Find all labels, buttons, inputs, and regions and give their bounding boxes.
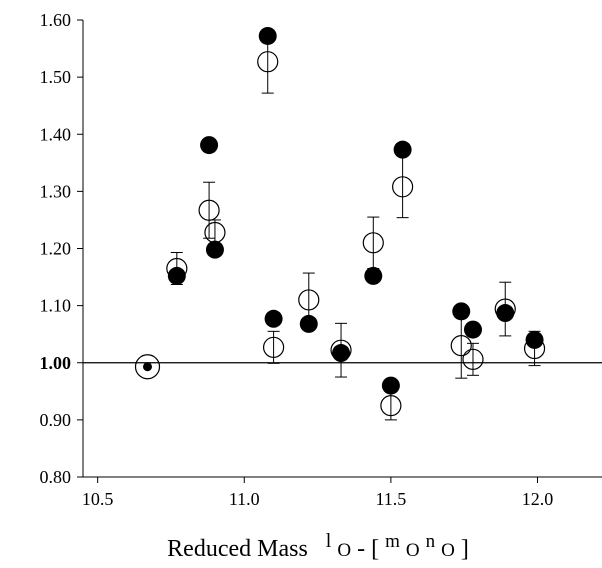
x-tick-label: 11.0: [229, 489, 260, 509]
filled-point: [525, 330, 544, 349]
open-point: [494, 298, 516, 320]
filled-point: [143, 362, 153, 372]
open-point: [462, 348, 484, 370]
filled-point: [264, 309, 283, 328]
xlabel-sub3: O: [441, 540, 455, 561]
axes: [82, 20, 602, 478]
filled-point: [452, 302, 471, 321]
y-tick-label: 1.10: [40, 296, 72, 316]
filled-point: [463, 320, 482, 339]
open-point: [330, 339, 352, 361]
open-point: [204, 221, 226, 244]
xlabel-sup1: l: [326, 530, 332, 552]
open-point: [198, 199, 220, 221]
y-tick-label: 1.20: [40, 239, 72, 259]
open-point: [362, 232, 384, 254]
open-point: [166, 257, 188, 280]
y-tick-label: 0.90: [40, 410, 72, 430]
xlabel-sub2: O: [406, 540, 420, 561]
y-tick-label: 0.80: [40, 467, 72, 487]
xlabel-sup2: m: [385, 531, 400, 552]
xlabel-sup3: n: [426, 531, 436, 552]
open-point: [392, 176, 414, 198]
xlabel-end: ]: [461, 536, 469, 562]
filled-point: [200, 136, 219, 155]
error-bars: [170, 29, 541, 421]
y-tick-label: 1.00: [40, 353, 72, 373]
xlabel-base: Reduced Mass: [167, 536, 308, 562]
open-series: [134, 51, 546, 417]
open-point: [262, 336, 285, 358]
x-tick-label: 12.0: [522, 489, 554, 509]
open-point: [450, 335, 472, 357]
x-tick-label: 10.5: [82, 489, 114, 509]
filled-point: [381, 376, 400, 395]
y-tick-label: 1.40: [40, 124, 72, 144]
y-ticks: 0.80 0.90 1.00 1.10 1.20 1.30 1.40 1.50 1.60: [40, 10, 83, 487]
filled-point: [167, 266, 186, 285]
filled-series: [143, 26, 544, 395]
open-point: [298, 289, 320, 311]
open-point: [257, 51, 279, 73]
y-tick-label: 1.50: [40, 67, 72, 87]
filled-point: [393, 140, 412, 159]
open-point: [134, 354, 161, 380]
x-tick-label: 11.5: [375, 489, 406, 509]
x-ticks: 10.5 11.0 11.5 12.0: [82, 477, 553, 509]
filled-point: [364, 266, 383, 285]
filled-point: [332, 344, 351, 363]
open-point: [523, 337, 546, 360]
filled-point: [205, 240, 224, 259]
y-tick-label: 1.60: [40, 10, 72, 30]
y-tick-label: 1.30: [40, 181, 72, 201]
xlabel-sub1: O: [337, 540, 351, 561]
filled-point: [299, 314, 318, 333]
open-point: [380, 394, 402, 417]
xlabel-mid: - [: [357, 536, 379, 562]
filled-point: [258, 26, 277, 45]
x-axis-label: Reduced Mass l O - [ m O n O ]: [167, 527, 469, 562]
